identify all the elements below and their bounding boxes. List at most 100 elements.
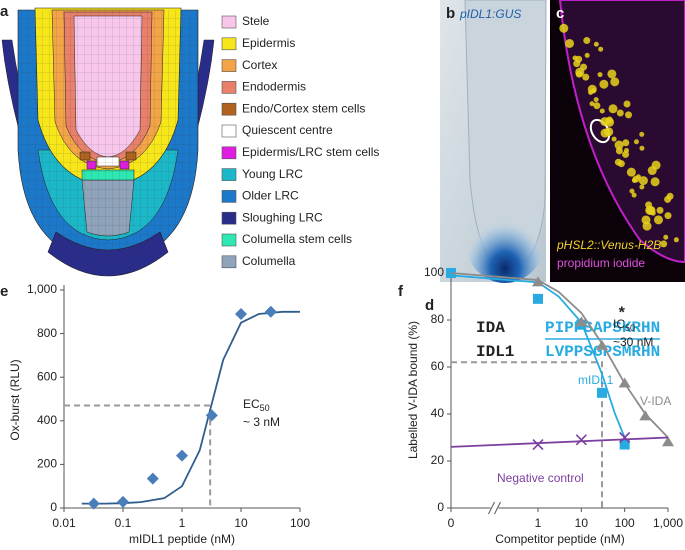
legend-swatch (221, 81, 237, 94)
y-tick-label: 0 (50, 500, 57, 514)
nucleus (631, 177, 637, 183)
x-tick-label: 1,000 (653, 516, 683, 530)
legend-label: Stele (242, 14, 270, 28)
annotation: EC50 (243, 397, 270, 413)
nucleus (559, 23, 569, 33)
data-point (596, 339, 609, 350)
y-tick-label: 80 (431, 312, 445, 326)
nucleus (589, 101, 595, 107)
nucleus (575, 67, 585, 77)
nucleus (639, 145, 645, 151)
legend-label: Epidermis/LRC stem cells (242, 145, 379, 159)
x-tick-label: 10 (234, 516, 248, 530)
data-point (205, 409, 218, 422)
legend-label: Young LRC (242, 167, 303, 181)
axis-break-gap (490, 502, 499, 514)
data-point (618, 377, 631, 388)
y-tick-label: 200 (37, 457, 57, 471)
fit-curve (450, 272, 669, 439)
data-point (235, 307, 247, 320)
legend-swatch (221, 15, 237, 29)
x-tick-label: 100 (290, 516, 310, 530)
data-point (662, 436, 674, 447)
data-point (639, 410, 652, 421)
panel-label: d (425, 297, 434, 314)
x-tick-label: 1 (535, 516, 542, 530)
nucleus (593, 97, 599, 103)
legend-label: Columella (242, 254, 296, 268)
nucleus (631, 192, 637, 198)
legend-label: Older LRC (242, 189, 299, 203)
y-tick-label: 40 (431, 406, 445, 420)
y-axis-label: Ox-burst (RLU) (8, 359, 22, 440)
nucleus (600, 128, 610, 138)
data-point (619, 431, 631, 444)
series-label: Negative control (497, 471, 584, 485)
nucleus (599, 108, 605, 114)
nucleus (591, 88, 597, 94)
image-label: pHSL2::Venus-H2B (556, 238, 661, 252)
nucleus (611, 136, 617, 142)
nucleus (593, 102, 601, 110)
nucleus (614, 158, 622, 166)
legend-label: Epidermis (242, 36, 295, 50)
y-tick-label: 1,000 (27, 282, 57, 296)
legend-swatch (221, 190, 237, 203)
nucleus (610, 77, 620, 87)
nucleus (625, 111, 633, 119)
x-tick-label: 1 (179, 516, 186, 530)
annotation: ~30 nM (613, 335, 653, 349)
x-axis-label: Competitor peptide (nM) (495, 532, 624, 546)
nucleus (622, 150, 630, 158)
image-label: pIDL1:GUS (459, 7, 521, 21)
x-tick-label: 10 (575, 516, 589, 530)
nucleus (626, 167, 636, 177)
legend-swatch (221, 211, 237, 225)
peptide-name: IDA (476, 319, 505, 337)
nucleus (575, 55, 583, 63)
nucleus (599, 79, 609, 89)
legend-swatch (221, 146, 237, 160)
peptide-sequence: LVPPSGPSMRHN (545, 343, 660, 361)
mutation-marker: * (617, 305, 627, 323)
nucleus (629, 188, 635, 194)
legend-label: Columella stem cells (242, 232, 352, 246)
nucleus (633, 139, 639, 145)
legend-swatch (221, 59, 237, 72)
annotation-subscript: 50 (260, 403, 270, 413)
data-point (575, 434, 587, 446)
guide-line (64, 404, 212, 508)
nucleus (656, 206, 664, 214)
nucleus (639, 184, 645, 190)
peptide-name: IDL1 (476, 343, 514, 361)
nucleus (651, 160, 661, 170)
nucleus (615, 147, 623, 155)
y-tick-label: 0 (437, 500, 444, 514)
guide-line (451, 361, 604, 508)
y-tick-label: 20 (431, 453, 445, 467)
nucleus (650, 177, 660, 187)
y-tick-label: 400 (37, 413, 57, 427)
legend-label: Endodermis (242, 80, 306, 94)
nucleus (666, 192, 674, 200)
panel-label: e (0, 283, 8, 300)
data-point (264, 305, 277, 318)
legend-swatch (221, 124, 237, 138)
root-diagram (1, 7, 215, 277)
y-tick-label: 800 (37, 326, 57, 340)
nucleus (623, 100, 631, 108)
legend-swatch (221, 255, 237, 269)
legend-label: Quiescent centre (242, 123, 333, 137)
legend-swatch (221, 168, 237, 181)
x-tick-label: 100 (615, 516, 635, 530)
micrograph-b (440, 0, 547, 283)
legend-label: Cortex (242, 58, 277, 72)
nucleus (641, 215, 651, 225)
nucleus (597, 72, 603, 78)
annotation-text: EC (243, 397, 260, 411)
panel-label: a (0, 3, 9, 20)
nucleus (663, 234, 669, 240)
x-tick-label: 0 (448, 516, 455, 530)
legend-swatch (221, 233, 237, 247)
